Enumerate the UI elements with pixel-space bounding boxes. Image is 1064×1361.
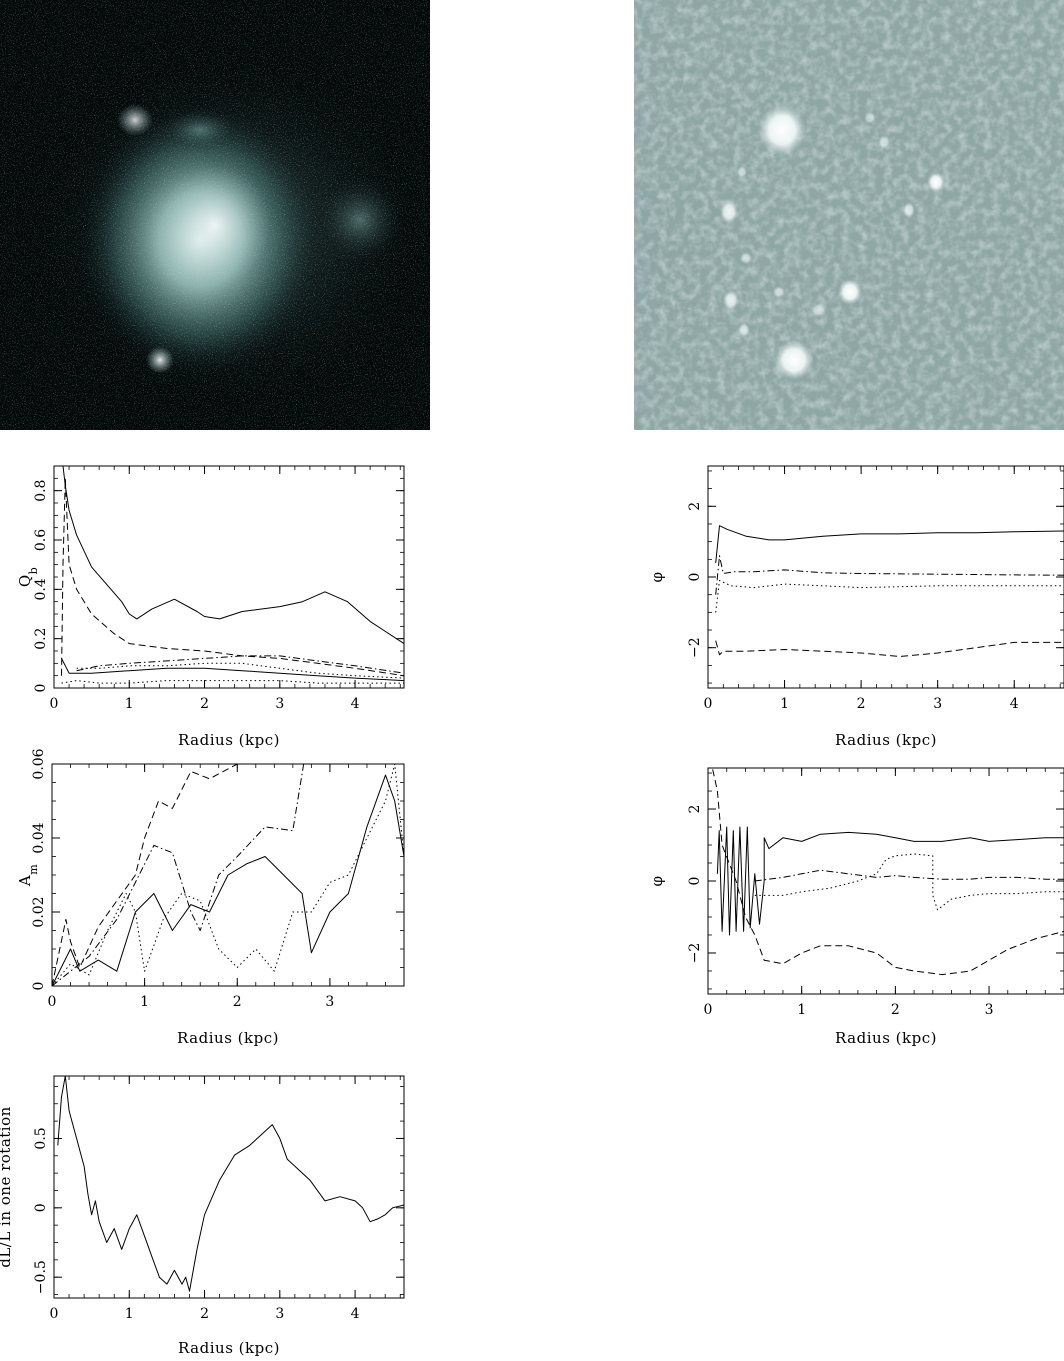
x-tick-label: 1 (797, 1002, 806, 1018)
series-line-solid (61, 658, 404, 682)
plot-frame (707, 767, 1064, 995)
x-tick-label: 0 (704, 1002, 713, 1018)
plot-frame (53, 465, 405, 689)
x-axis-label: Radius (kpc) (178, 1339, 280, 1357)
x-tick-label: 4 (351, 696, 360, 712)
x-tick-label: 1 (125, 1306, 134, 1322)
series-line-dotted (715, 580, 1064, 613)
galaxy-image-left (0, 0, 430, 430)
series-line-dashed (712, 769, 1064, 976)
x-tick-label: 2 (200, 696, 209, 712)
y-tick-label: 0.04 (31, 822, 47, 853)
x-tick-label: 1 (125, 696, 134, 712)
y-tick-label: 0.4 (33, 578, 49, 600)
x-tick-label: 0 (50, 696, 59, 712)
y-tick-label: 0.6 (33, 529, 49, 551)
y-tick-label: −0.5 (33, 1260, 49, 1294)
galaxy-image-right (634, 0, 1064, 430)
x-tick-label: 3 (275, 696, 284, 712)
y-tick-label: 2 (687, 805, 703, 814)
y-tick-label: 0 (687, 573, 703, 582)
x-tick-label: 0 (48, 994, 57, 1010)
x-tick-label: 2 (891, 1002, 900, 1018)
y-axis-label: dL/L in one rotation (0, 1106, 14, 1268)
y-tick-label: 0.06 (31, 748, 47, 779)
y-tick-label: 0.02 (31, 896, 47, 927)
rotation-plot: 0 1 2 3 4 −0.5 0 0.5 Radius (kpc) dL/L in one rot… (0, 1070, 420, 1360)
phase-plot-2: 0 1 2 3 −2 0 2 Radius (kpc) φ (648, 760, 1064, 1060)
series-line-dashdot (715, 555, 1064, 595)
series-line-dashed (715, 640, 1064, 657)
phase-plot-1: 0 1 2 3 4 −2 0 2 Radius (kpc) φ (648, 462, 1064, 762)
x-axis-label: Radius (kpc) (835, 731, 937, 749)
y-axis-label: Qb (16, 567, 40, 587)
y-tick-label: 0 (33, 1203, 49, 1212)
series-line-solid (716, 826, 1064, 936)
x-tick-label: 1 (780, 696, 789, 712)
x-tick-label: 1 (140, 994, 149, 1010)
y-axis-label: φ (648, 571, 666, 582)
x-tick-label: 2 (233, 994, 242, 1010)
series-line-dashdot (754, 869, 1064, 882)
x-axis-label: Radius (kpc) (178, 731, 280, 749)
series-line-dashdot (76, 655, 404, 674)
plot-frame (53, 1075, 405, 1299)
y-tick-label: 0 (33, 684, 49, 693)
series-line-dashed (61, 477, 404, 677)
amplitude-plot: 0 1 2 3 0 0.02 0.04 0.06 Radius (kpc) Am (16, 748, 420, 1060)
x-tick-label: 3 (985, 1002, 994, 1018)
x-tick-label: 4 (351, 1306, 360, 1322)
x-tick-label: 3 (275, 1306, 284, 1322)
series-line-solid (715, 525, 1064, 563)
y-tick-label: −2 (687, 637, 703, 658)
series-line-solid (57, 1076, 404, 1292)
y-tick-label: 0.2 (33, 628, 49, 650)
x-axis-label: Radius (kpc) (177, 1029, 279, 1047)
y-tick-label: 0 (687, 877, 703, 886)
x-tick-label: 0 (704, 696, 713, 712)
y-tick-label: 0.5 (33, 1127, 49, 1149)
x-tick-label: 2 (200, 1306, 209, 1322)
series-line-solid (62, 466, 404, 645)
y-tick-label: −2 (687, 943, 703, 964)
series-line-dashdot (52, 764, 305, 986)
qb-plot: 0 1 2 3 4 0 0.2 0.4 0.6 0.8 Radius (kpc) Qb (16, 462, 420, 762)
series-line-solid (52, 774, 404, 986)
series-line-dotted (61, 680, 404, 684)
series-line-dotted (52, 764, 404, 986)
series-line-dashed (52, 764, 239, 986)
y-tick-label: 0.8 (33, 480, 49, 502)
x-tick-label: 0 (50, 1306, 59, 1322)
y-axis-label: φ (648, 875, 666, 886)
series-line-dotted (754, 853, 1064, 911)
x-axis-label: Radius (kpc) (835, 1029, 937, 1047)
y-tick-label: 0 (31, 982, 47, 991)
y-axis-label: Am (16, 864, 40, 887)
y-tick-label: 2 (687, 502, 703, 511)
x-tick-label: 3 (325, 994, 334, 1010)
x-tick-label: 2 (857, 696, 866, 712)
x-tick-label: 3 (933, 696, 942, 712)
plot-frame (707, 465, 1064, 689)
x-tick-label: 4 (1010, 696, 1019, 712)
